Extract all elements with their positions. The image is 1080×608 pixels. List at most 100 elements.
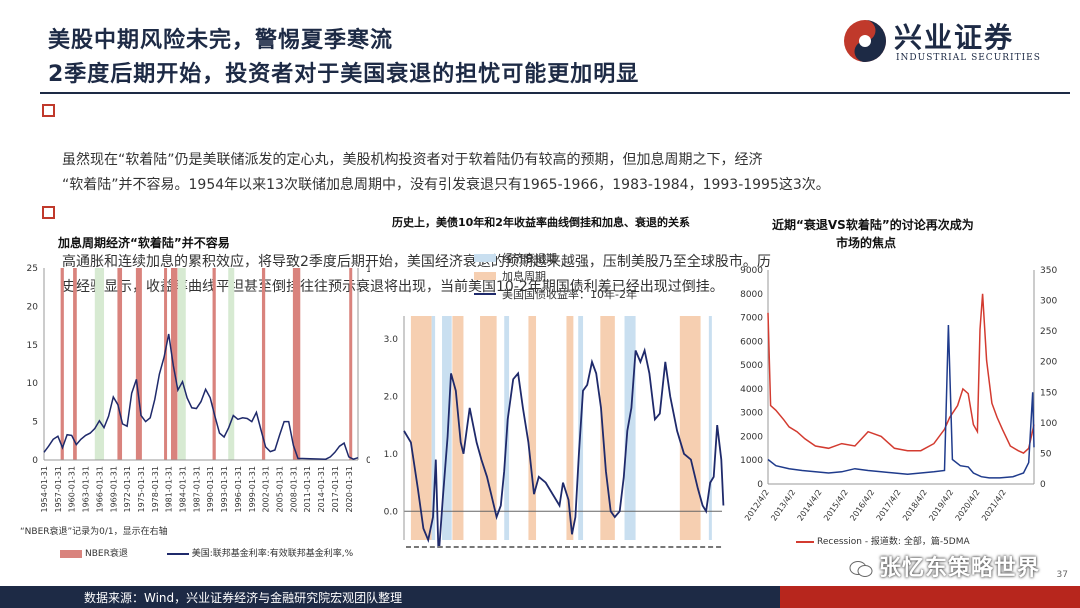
legend-label-recession: NBER衰退	[85, 549, 128, 559]
y-left-tick-label: 9000	[740, 266, 763, 276]
x-tick-date	[580, 546, 586, 548]
hike-period-band	[528, 316, 537, 540]
wechat-icon	[849, 561, 873, 577]
x-tick-date	[684, 546, 690, 548]
hike-period-band	[600, 316, 615, 540]
legend-swatch-fed-rate	[166, 552, 189, 555]
x-tick-label: 1993-01-31	[220, 466, 229, 513]
x-tick-date	[549, 546, 555, 548]
x-tick-label: 2014/4/2	[796, 488, 824, 523]
x-tick-label: 2021/4/2	[980, 488, 1008, 523]
hike-period-band	[480, 316, 497, 540]
recession-band	[431, 316, 436, 540]
legend-swatch-recession-mentions	[796, 540, 814, 543]
x-tick-date	[501, 546, 507, 548]
x-tick-date	[660, 546, 666, 548]
x-tick-label: 2012/4/2	[743, 488, 771, 523]
y-right-tick-label: 1	[366, 265, 370, 275]
x-tick-label: 1957-01-31	[54, 466, 63, 513]
x-tick-label: 1972-01-31	[123, 466, 132, 513]
recession-band	[349, 268, 353, 460]
x-tick-label: 1987-01-31	[192, 466, 201, 513]
watermark: 张忆东策略世界	[849, 550, 1040, 582]
recession-band	[117, 268, 123, 460]
x-tick-label: 2008-01-31	[289, 466, 298, 513]
recession-band	[292, 268, 301, 460]
legend-label-spread: 美国国债收益率：10年-2年	[502, 287, 637, 301]
x-tick-label: 1954-01-31	[40, 466, 49, 513]
recession-band	[73, 268, 77, 460]
bullet-item: 高通胀和连续加息的累积效应，将导致2季度后期开始，美国经济衰退的预期越来越强，压…	[42, 200, 1062, 300]
x-tick-date	[644, 546, 650, 548]
company-logo: 兴业证券 INDUSTRIAL SECURITIES	[842, 16, 1062, 68]
x-tick-date	[612, 546, 618, 548]
bullet-item: 虽然现在“软着陆”仍是美联储派发的定心丸，美股机构投资者对于软着陆仍有较高的预期…	[42, 98, 1062, 198]
y-right-tick-label: 100	[1040, 419, 1057, 429]
y-tick-label: 3.0	[384, 335, 399, 345]
chart1-note: “NBER衰退”记录为0/1，显示在右轴	[20, 527, 168, 537]
y-tick-label: 5	[32, 418, 38, 428]
x-tick-date	[517, 546, 523, 548]
yield-spread-line	[403, 347, 725, 548]
footer-bar: 数据来源：Wind，兴业证券经济与金融研究院宏观团队整理	[0, 586, 1080, 608]
x-tick-date	[557, 546, 563, 548]
chart1-title: 加息周期经济“软着陆”并不容易	[58, 236, 230, 250]
x-tick-date	[469, 546, 475, 548]
x-tick-label: 1999-01-31	[248, 466, 257, 513]
recession-band	[624, 316, 636, 540]
header-divider	[40, 92, 1070, 94]
x-tick-date	[413, 546, 419, 548]
square-bullet-icon	[42, 104, 55, 117]
y-tick-label: 2.0	[384, 392, 399, 402]
x-tick-date	[628, 546, 634, 548]
hike-period-band	[410, 316, 432, 540]
x-tick-label: 1981-01-31	[165, 466, 174, 513]
x-tick-date	[596, 546, 602, 548]
x-tick-label: 2018/4/2	[901, 488, 929, 523]
x-tick-date	[692, 546, 698, 548]
watermark-text: 张忆东策略世界	[878, 556, 1040, 581]
x-tick-date	[716, 546, 722, 548]
y-tick-label: 0.0	[384, 507, 399, 517]
y-right-tick-label: 250	[1040, 327, 1057, 337]
x-tick-date	[620, 546, 626, 548]
x-tick-date	[588, 546, 594, 548]
x-tick-label: 1963-01-31	[82, 466, 91, 513]
chart1-legend: NBER衰退 美国:联邦基金利率:有效联邦基金利率,%	[60, 546, 353, 559]
y-left-tick-label: 1000	[740, 456, 763, 466]
x-tick-date	[572, 546, 578, 548]
x-tick-date	[533, 546, 539, 548]
hike-period-band	[94, 268, 105, 460]
y-right-tick-label: 200	[1040, 358, 1057, 368]
x-tick-date	[429, 546, 435, 548]
x-tick-date	[700, 546, 706, 548]
x-tick-label: 1975-01-31	[137, 466, 146, 513]
x-tick-date	[437, 546, 443, 548]
y-left-tick-label: 3000	[740, 409, 763, 419]
x-tick-date	[604, 546, 610, 548]
y-right-tick-label: 150	[1040, 388, 1057, 398]
logo-english-name: INDUSTRIAL SECURITIES	[896, 53, 1041, 63]
legend-label-hike: 加息周期	[502, 269, 546, 283]
x-tick-label: 2019/4/2	[927, 488, 955, 523]
x-tick-date	[708, 546, 714, 548]
page-number: 37	[1056, 570, 1068, 580]
y-right-tick-label: 0	[1040, 480, 1046, 490]
soft-landing-mentions-line	[767, 324, 1035, 479]
chart2-title: 历史上，美债10年和2年收益率曲线倒挂和加息、衰退的关系	[392, 214, 692, 231]
bullet-list: 虽然现在“软着陆”仍是美联储派发的定心丸，美股机构投资者对于软着陆仍有较高的预期…	[42, 98, 1062, 302]
x-tick-label: 2011-01-31	[303, 466, 312, 513]
y-tick-label: 20	[27, 302, 39, 312]
x-tick-label: 1990-01-31	[206, 466, 215, 513]
hike-period-band	[452, 316, 464, 540]
y-left-tick-label: 0	[757, 480, 763, 490]
y-right-tick-label: 50	[1040, 449, 1052, 459]
data-source: 数据来源：Wind，兴业证券经济与金融研究院宏观团队整理	[84, 591, 403, 605]
hike-period-band	[566, 316, 574, 540]
y-left-tick-label: 8000	[740, 290, 763, 300]
y-left-tick-label: 2000	[740, 432, 763, 442]
square-bullet-icon	[42, 206, 55, 219]
recession-band	[60, 268, 64, 460]
footer-accent	[780, 586, 1080, 608]
recession-band	[442, 316, 452, 540]
